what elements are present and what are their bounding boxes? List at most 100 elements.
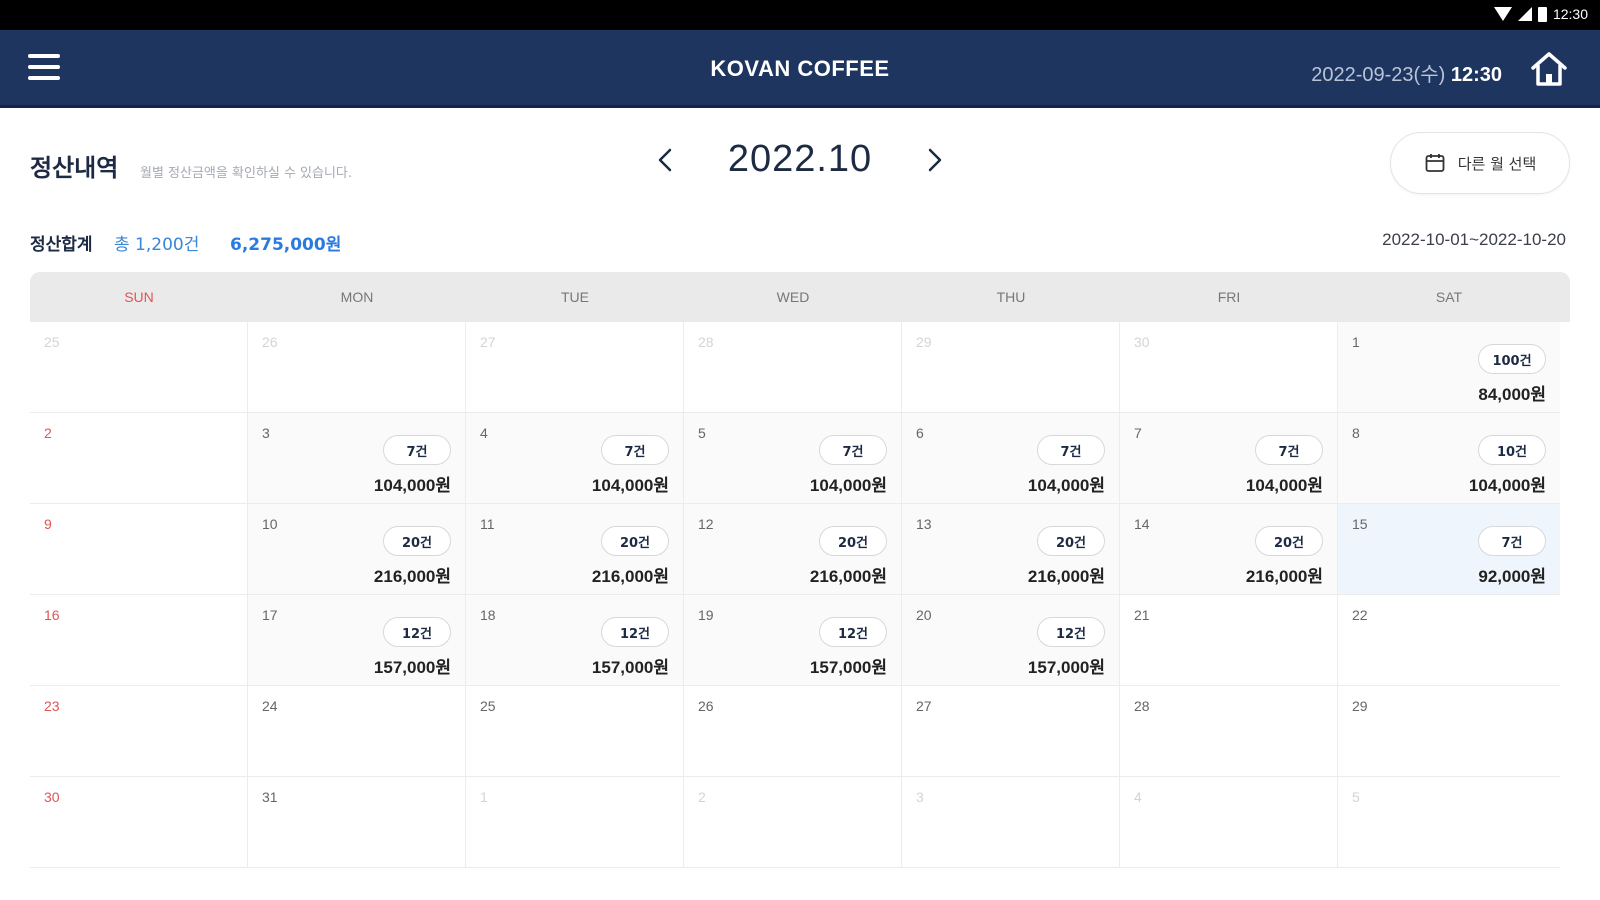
calendar-day-cell[interactable]: 21: [1120, 595, 1338, 686]
calendar-day-cell[interactable]: 2: [30, 413, 248, 504]
day-number: 3: [262, 425, 270, 441]
calendar-day-cell[interactable]: 28: [684, 322, 902, 413]
calendar-day-cell[interactable]: 16: [30, 595, 248, 686]
calendar-day-cell[interactable]: 30: [30, 777, 248, 868]
calendar-day-cell[interactable]: 31: [248, 777, 466, 868]
transaction-count-badge: 7건: [601, 435, 669, 465]
calendar-day-cell[interactable]: 1: [466, 777, 684, 868]
status-bar: 12:30: [0, 0, 1600, 30]
calendar-day-cell[interactable]: 8 10건 104,000원: [1338, 413, 1560, 504]
summary-label: 정산합계: [30, 235, 93, 255]
calendar-day-cell[interactable]: 5: [1338, 777, 1560, 868]
transaction-count-badge: 7건: [1037, 435, 1105, 465]
calendar-day-cell[interactable]: 7 7건 104,000원: [1120, 413, 1338, 504]
transaction-count-badge: 100건: [1478, 344, 1546, 374]
day-number: 13: [916, 516, 932, 532]
calendar-day-cell[interactable]: 4 7건 104,000원: [466, 413, 684, 504]
day-number: 31: [262, 789, 278, 805]
calendar-day-cell[interactable]: 23: [30, 686, 248, 777]
calendar-day-cell[interactable]: 26: [248, 322, 466, 413]
settlement-amount: 104,000원: [1468, 476, 1546, 495]
calendar-day-cell[interactable]: 25: [30, 322, 248, 413]
header-datetime: 2022-09-23(수) 12:30: [1311, 58, 1502, 87]
hamburger-icon: [28, 54, 62, 80]
other-month-label: 다른 월 선택: [1457, 154, 1537, 173]
day-number: 23: [44, 698, 60, 714]
calendar-day-cell[interactable]: 4: [1120, 777, 1338, 868]
calendar-day-cell[interactable]: 11 20건 216,000원: [466, 504, 684, 595]
calendar-day-cell[interactable]: 25: [466, 686, 684, 777]
calendar-day-cell[interactable]: 28: [1120, 686, 1338, 777]
weekday-wed: WED: [776, 289, 810, 305]
transaction-count-badge: 20건: [383, 526, 451, 556]
day-number: 30: [44, 789, 60, 805]
weekday-tue: TUE: [561, 289, 589, 305]
day-number: 28: [698, 334, 714, 350]
summary-count: 총 1,200건: [114, 235, 200, 255]
day-number: 29: [916, 334, 932, 350]
calendar-day-cell[interactable]: 29: [902, 322, 1120, 413]
weekday-thu: THU: [996, 289, 1026, 305]
day-number: 22: [1352, 607, 1368, 623]
day-number: 9: [44, 516, 52, 532]
chevron-right-icon: [928, 148, 942, 172]
calendar-day-cell[interactable]: 29: [1338, 686, 1560, 777]
calendar-day-cell[interactable]: 13 20건 216,000원: [902, 504, 1120, 595]
day-number: 5: [1352, 789, 1360, 805]
calendar-day-cell[interactable]: 2: [684, 777, 902, 868]
header-time: 12:30: [1450, 64, 1502, 86]
day-number: 10: [262, 516, 278, 532]
day-number: 30: [1134, 334, 1150, 350]
status-icons: 12:30: [1493, 6, 1588, 22]
menu-button[interactable]: [28, 54, 62, 84]
calendar-day-cell[interactable]: 22: [1338, 595, 1560, 686]
settlement-amount: 216,000원: [591, 567, 669, 586]
day-number: 15: [1352, 516, 1368, 532]
calendar-day-cell[interactable]: 3 7건 104,000원: [248, 413, 466, 504]
calendar-day-cell[interactable]: 5 7건 104,000원: [684, 413, 902, 504]
day-number: 6: [916, 425, 924, 441]
day-number: 8: [1352, 425, 1360, 441]
transaction-count-badge: 7건: [819, 435, 887, 465]
calendar-day-cell[interactable]: 9: [30, 504, 248, 595]
calendar-day-cell[interactable]: 19 12건 157,000원: [684, 595, 902, 686]
battery-icon: [1537, 6, 1547, 22]
calendar-day-cell[interactable]: 27: [466, 322, 684, 413]
day-number: 1: [480, 789, 488, 805]
home-button[interactable]: [1528, 48, 1570, 90]
next-month-button[interactable]: [914, 140, 954, 180]
settlement-amount: 157,000원: [591, 658, 669, 677]
settlement-amount: 216,000원: [373, 567, 451, 586]
calendar-day-cell[interactable]: 18 12건 157,000원: [466, 595, 684, 686]
calendar-day-cell[interactable]: 20 12건 157,000원: [902, 595, 1120, 686]
calendar: SUN MON TUE WED THU FRI SAT 25 26 27 28 29 30…: [30, 272, 1570, 868]
calendar-day-cell[interactable]: 26: [684, 686, 902, 777]
settlement-amount: 84,000원: [1478, 385, 1546, 404]
day-number: 26: [698, 698, 714, 714]
calendar-day-cell[interactable]: 14 20건 216,000원: [1120, 504, 1338, 595]
transaction-count-badge: 20건: [601, 526, 669, 556]
calendar-day-cell[interactable]: 10 20건 216,000원: [248, 504, 466, 595]
transaction-count-badge: 7건: [383, 435, 451, 465]
calendar-day-cell[interactable]: 27: [902, 686, 1120, 777]
prev-month-button[interactable]: [646, 140, 686, 180]
weekday-fri: FRI: [1217, 289, 1241, 305]
calendar-day-cell[interactable]: 3: [902, 777, 1120, 868]
calendar-day-cell[interactable]: 1 100건 84,000원: [1338, 322, 1560, 413]
transaction-count-badge: 12건: [1037, 617, 1105, 647]
page-subtitle: 월별 정산금액을 확인하실 수 있습니다.: [140, 166, 353, 181]
calendar-day-cell[interactable]: 15 7건 92,000원: [1338, 504, 1560, 595]
transaction-count-badge: 20건: [1255, 526, 1323, 556]
calendar-day-cell[interactable]: 24: [248, 686, 466, 777]
settlement-amount: 216,000원: [1245, 567, 1323, 586]
calendar-day-cell[interactable]: 30: [1120, 322, 1338, 413]
transaction-count-badge: 7건: [1478, 526, 1546, 556]
day-number: 18: [480, 607, 496, 623]
settlement-amount: 104,000원: [1027, 476, 1105, 495]
day-number: 2: [44, 425, 52, 441]
other-month-button[interactable]: 다른 월 선택: [1390, 132, 1570, 194]
calendar-day-cell[interactable]: 6 7건 104,000원: [902, 413, 1120, 504]
calendar-day-cell[interactable]: 12 20건 216,000원: [684, 504, 902, 595]
calendar-day-cell[interactable]: 17 12건 157,000원: [248, 595, 466, 686]
day-number: 25: [480, 698, 496, 714]
